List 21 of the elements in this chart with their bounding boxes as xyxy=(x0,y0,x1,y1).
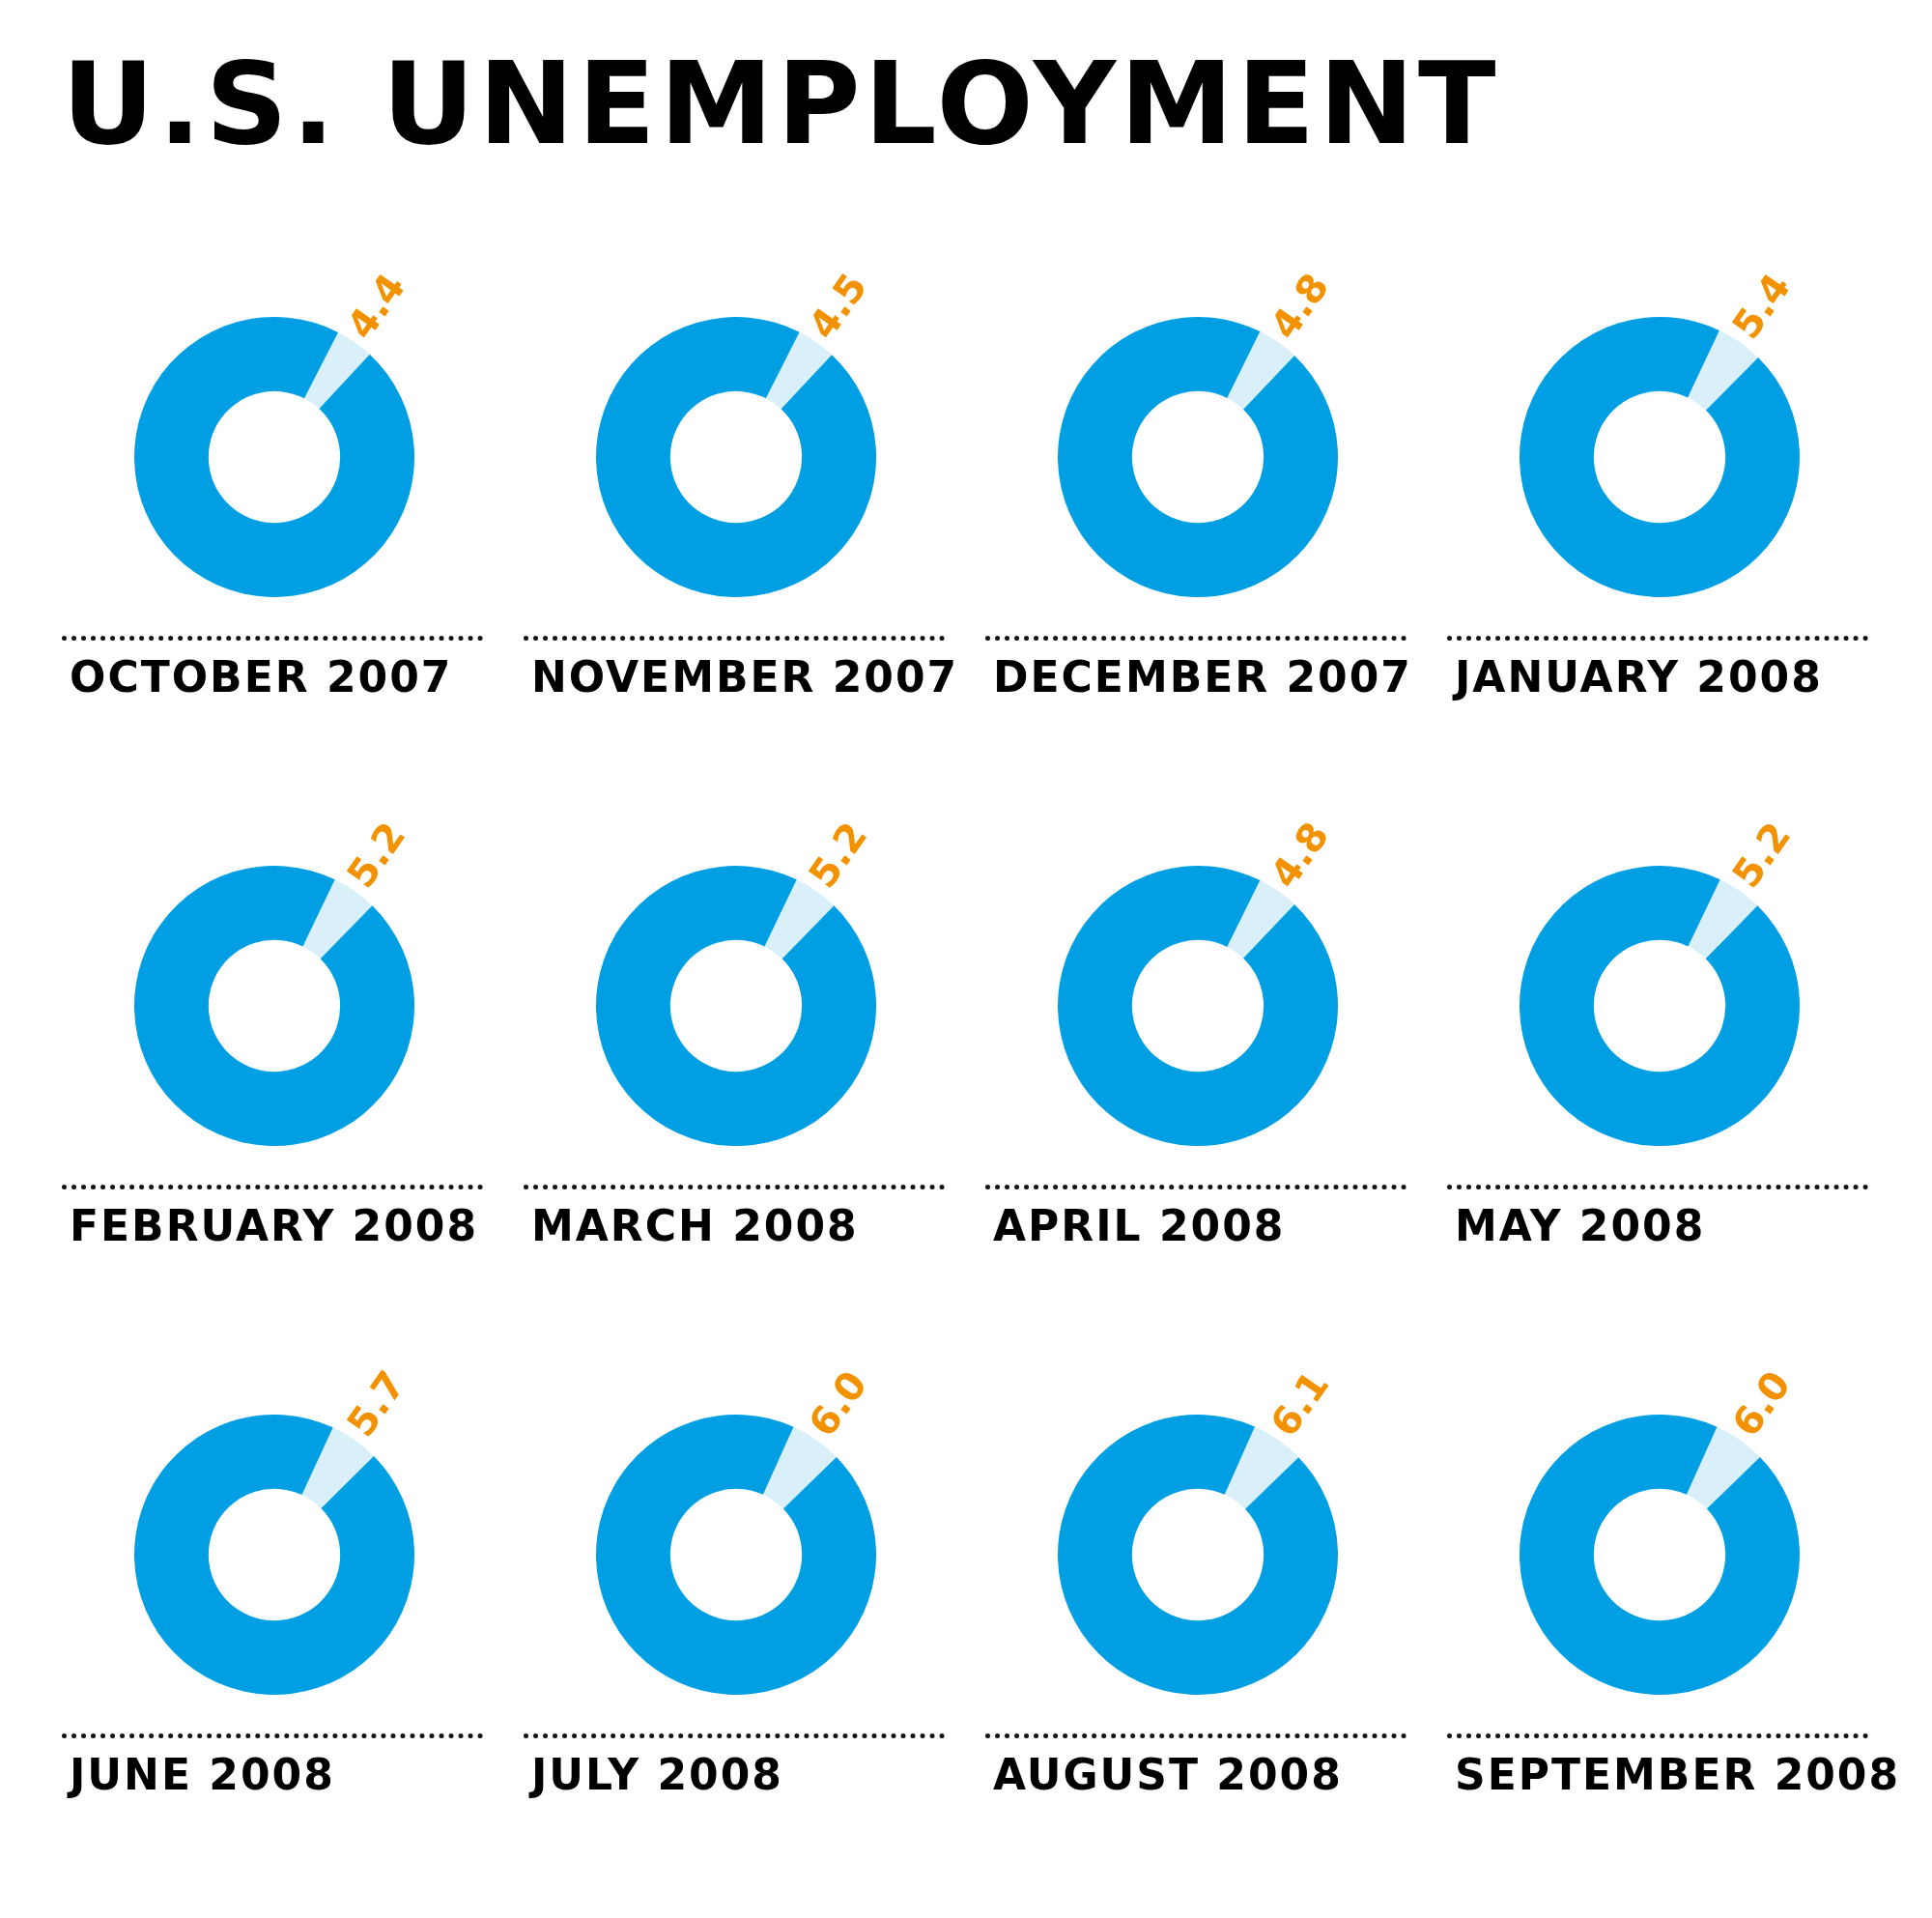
data-label: 6.1 xyxy=(1261,1362,1338,1445)
data-label: 6.0 xyxy=(1722,1362,1800,1445)
data-label: 4.8 xyxy=(1261,265,1338,347)
text: SEPTEMBER 2008 xyxy=(1455,1750,1901,1799)
data-label: 4.4 xyxy=(337,265,414,347)
data-label: 5.4 xyxy=(1722,265,1800,347)
text: APRIL 2008 xyxy=(993,1201,1286,1250)
text: MARCH 2008 xyxy=(531,1201,859,1250)
text: U.S. UNEMPLOYMENT xyxy=(62,37,1500,170)
data-label: 5.2 xyxy=(1722,814,1800,896)
data-label: 6.0 xyxy=(799,1362,876,1445)
text: OCTOBER 2007 xyxy=(70,652,453,701)
text: AUGUST 2008 xyxy=(993,1750,1343,1799)
data-label: 5.2 xyxy=(337,814,414,896)
text: DECEMBER 2007 xyxy=(993,652,1412,701)
text: FEBRUARY 2008 xyxy=(70,1201,479,1250)
data-label: 4.8 xyxy=(1261,814,1338,896)
text: NOVEMBER 2007 xyxy=(531,652,959,701)
data-label: 4.5 xyxy=(799,265,876,347)
text: MAY 2008 xyxy=(1455,1201,1706,1250)
data-label: 5.2 xyxy=(799,814,876,896)
